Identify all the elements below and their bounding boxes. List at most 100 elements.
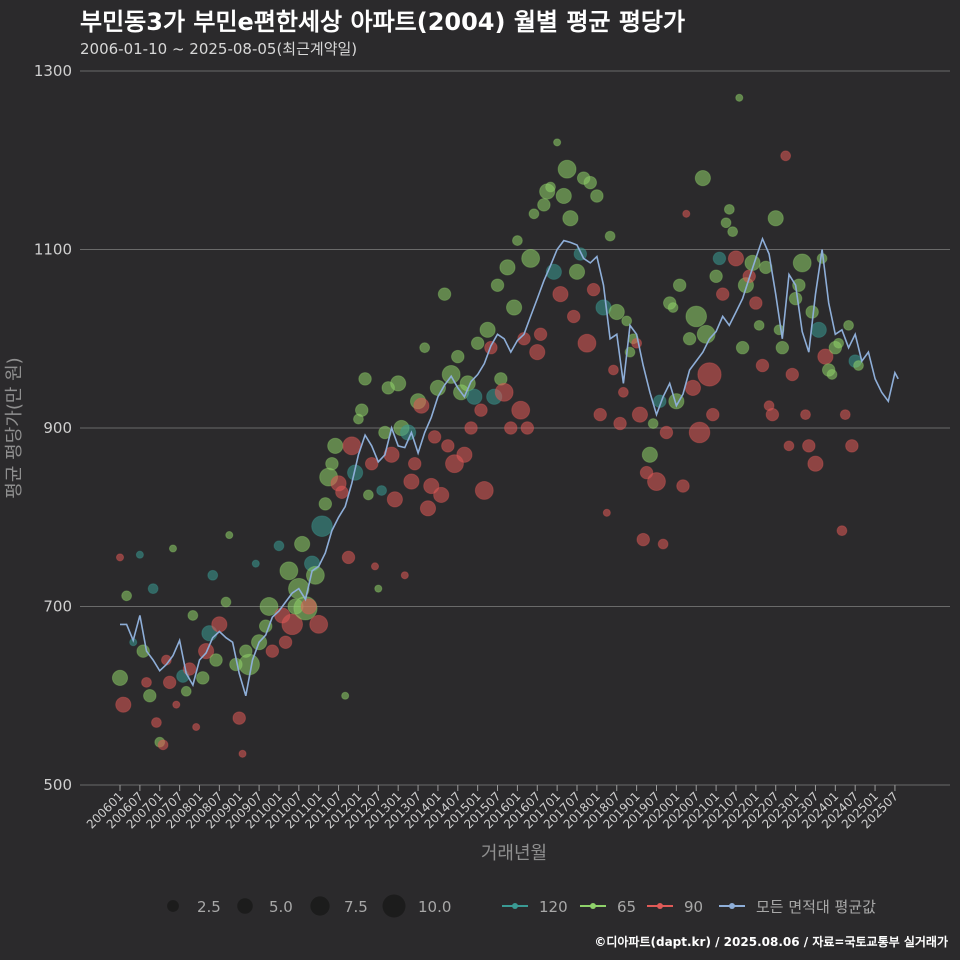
data-point [668, 393, 685, 410]
data-point [111, 669, 129, 687]
data-point [843, 319, 854, 331]
data-point [437, 287, 452, 301]
data-point [696, 324, 716, 344]
data-point [390, 375, 407, 392]
data-point [180, 685, 192, 697]
data-point [533, 327, 548, 342]
data-point [135, 550, 144, 559]
data-point [520, 421, 535, 435]
size-legend-label: 2.5 [197, 898, 221, 916]
data-point [300, 598, 317, 615]
data-point [755, 358, 770, 373]
data-point [631, 337, 643, 349]
data-point [706, 407, 720, 422]
size-legend-label: 10.0 [418, 898, 451, 916]
data-point [682, 332, 697, 346]
y-tick-label: 700 [43, 598, 72, 616]
size-legend: 2.5 5.0 7.5 10.0 [167, 894, 451, 918]
color-legend-label: 65 [617, 898, 636, 916]
data-point [220, 596, 232, 608]
y-tick-label: 900 [43, 419, 72, 437]
data-point [810, 321, 827, 338]
data-point [347, 464, 364, 481]
data-point [386, 491, 403, 508]
data-point [647, 472, 666, 491]
data-point [788, 291, 803, 306]
data-point [441, 365, 461, 384]
size-legend-label: 7.5 [344, 898, 368, 916]
data-point [685, 305, 708, 328]
data-point [545, 181, 556, 193]
data-point [684, 379, 702, 396]
data-point [817, 348, 834, 365]
data-point [765, 407, 780, 422]
data-point [143, 689, 157, 703]
size-legend-key [382, 894, 406, 918]
data-point [355, 403, 369, 417]
color-legend-dot [729, 903, 735, 909]
data-point [451, 349, 465, 364]
data-point [342, 436, 362, 456]
scatter-points [111, 93, 864, 758]
data-point [211, 616, 228, 633]
data-point [553, 138, 562, 147]
data-point [602, 508, 611, 517]
data-point [376, 485, 388, 496]
data-point [775, 340, 790, 355]
data-point [613, 416, 627, 431]
color-legend-label: 90 [684, 898, 703, 916]
data-point [659, 425, 674, 440]
data-point [309, 614, 329, 634]
data-point [433, 486, 450, 504]
size-legend-key [310, 896, 330, 916]
chart-title: 부민동3가 부민e편한세상 아파트(2004) 월별 평균 평당가 [80, 8, 686, 36]
data-point [147, 583, 159, 595]
data-point [470, 336, 485, 350]
data-point [833, 337, 845, 349]
data-point [162, 675, 177, 690]
data-point [697, 362, 722, 387]
data-point [335, 485, 349, 500]
color-legend-label: 120 [539, 898, 568, 916]
data-point [466, 388, 483, 405]
data-point [413, 397, 430, 414]
data-point [265, 644, 280, 658]
data-point [537, 198, 551, 212]
data-point [238, 749, 247, 758]
size-legend-key [167, 900, 179, 912]
data-point [568, 263, 586, 280]
data-point [279, 561, 299, 581]
data-point [505, 299, 523, 316]
data-point [441, 439, 455, 453]
data-point [783, 440, 795, 452]
y-axis-title: 평균 평당가(만 원) [4, 357, 25, 498]
data-point [370, 562, 380, 571]
data-point [715, 287, 730, 301]
data-point [621, 315, 633, 327]
data-point [358, 372, 372, 386]
average-line [120, 236, 899, 697]
data-point [141, 676, 152, 688]
data-point [238, 653, 260, 676]
data-point [115, 696, 132, 713]
data-point [727, 226, 739, 238]
data-point [647, 418, 659, 429]
y-axis-ticks: 500 700 900 1100 1300 [34, 62, 72, 794]
source-caption: ©디아파트(dapt.kr) / 2025.08.06 / 자료=국토교통부 실… [594, 935, 948, 949]
data-point [688, 421, 711, 444]
data-point [735, 93, 744, 102]
data-point [325, 456, 339, 471]
data-point [682, 209, 691, 218]
color-legend-dot [512, 903, 518, 909]
data-point [474, 481, 494, 500]
data-point [157, 739, 169, 751]
data-point [192, 722, 201, 732]
data-point [494, 382, 514, 402]
data-point [577, 333, 597, 353]
data-point [735, 340, 750, 355]
data-point [583, 175, 598, 190]
data-point [552, 286, 569, 303]
data-point [294, 535, 311, 553]
data-point [608, 364, 619, 376]
data-point [590, 189, 604, 203]
